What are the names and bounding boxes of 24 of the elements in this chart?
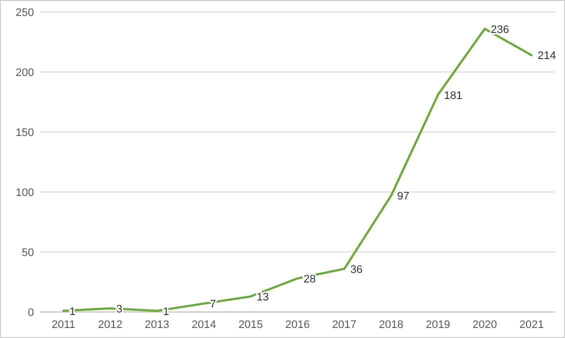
x-tick-label: 2019 <box>426 319 450 331</box>
x-tick-label: 2018 <box>378 319 404 331</box>
x-tick-label: 2011 <box>52 319 76 331</box>
x-tick-label: 2014 <box>192 319 216 331</box>
data-label: 13 <box>256 291 269 304</box>
x-tick-label: 2017 <box>332 319 357 331</box>
y-tick-label: 50 <box>22 247 34 259</box>
x-tick-label: 2015 <box>238 319 263 331</box>
y-tick-label: 150 <box>16 127 34 139</box>
data-label: 97 <box>397 190 410 203</box>
data-label: 181 <box>444 90 462 102</box>
x-tick-label: 2021 <box>519 319 544 331</box>
data-label: 36 <box>350 264 363 276</box>
x-tick-label: 2016 <box>285 319 310 331</box>
x-tick-label: 2012 <box>98 319 122 331</box>
data-label: 214 <box>538 50 556 62</box>
y-tick-label: 250 <box>16 7 34 19</box>
y-tick-label: 100 <box>16 187 34 199</box>
y-tick-label: 0 <box>28 307 34 319</box>
x-tick-label: 2020 <box>472 319 498 331</box>
data-label: 236 <box>490 24 510 36</box>
data-label: 28 <box>304 273 316 286</box>
y-tick-label: 200 <box>16 67 34 79</box>
x-tick-label: 2013 <box>144 319 170 331</box>
